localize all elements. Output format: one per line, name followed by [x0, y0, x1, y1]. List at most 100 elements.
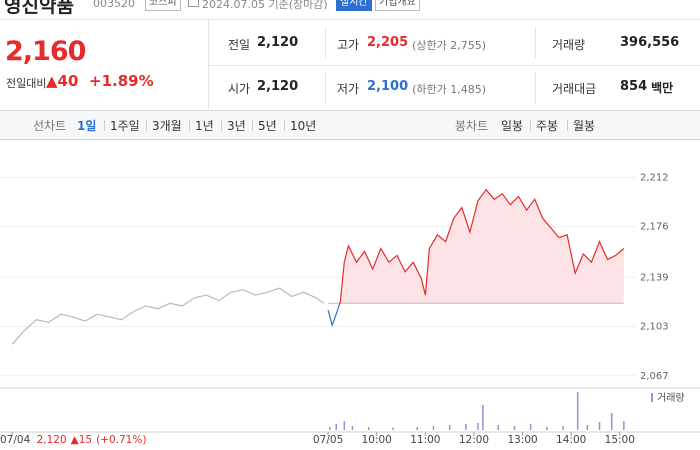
summary-value: 854 — [620, 79, 648, 94]
x-tick-label: 07/05 — [313, 434, 343, 446]
tab-separator — [104, 120, 105, 131]
change-rate: +1.89% — [89, 72, 154, 90]
prev-day-change: ▲15 — [71, 434, 92, 446]
chart: 2,212 2,176 2,139 2,103 2,067 거래량 07/04 2,120 ▲1… — [0, 172, 700, 446]
summary-note: (상한가 2,755) — [412, 39, 487, 52]
volume-bar — [576, 392, 579, 430]
volume-bar — [623, 421, 625, 430]
prev-day-rate: (+0.71%) — [96, 434, 146, 446]
volume-bar — [335, 424, 337, 430]
volume-bar — [586, 425, 589, 430]
volume-bar — [482, 405, 484, 430]
divider — [535, 73, 536, 103]
line-chart-label: 선차트 — [33, 119, 67, 133]
candle-chart-label: 봉차트 — [455, 119, 489, 133]
y-tick-label: 2,139 — [640, 272, 669, 283]
volume-bar — [465, 424, 467, 430]
divider — [325, 73, 326, 103]
summary-value: 396,556 — [620, 35, 680, 50]
period-tab[interactable]: 10년 — [290, 119, 317, 133]
prev-day-close: 2,120 — [37, 434, 67, 446]
summary-label: 거래대금 — [552, 82, 597, 96]
y-tick-label: 2,176 — [640, 222, 669, 233]
summary-label: 고가 — [337, 38, 360, 52]
period-tab[interactable]: 1주일 — [110, 119, 140, 133]
summary-label: 전일 — [228, 38, 251, 52]
tab-separator — [221, 120, 222, 131]
change-label: 전일대비 — [6, 77, 47, 90]
summary-value: 2,120 — [257, 35, 299, 50]
period-tab[interactable]: 1년 — [195, 119, 214, 133]
summary-value: 2,120 — [257, 79, 299, 94]
volume-bar — [416, 427, 418, 430]
period-tab[interactable]: 1일 — [77, 119, 97, 133]
volume-bar — [328, 427, 331, 430]
volume-bar — [432, 426, 435, 430]
divider — [208, 65, 700, 66]
candle-tab[interactable]: 일봉 — [501, 119, 524, 133]
stock-name: 영진약품 — [4, 0, 74, 17]
tab-separator — [189, 120, 190, 131]
volume-bar — [392, 427, 394, 430]
summary-label: 거래량 — [552, 38, 586, 52]
volume-bar — [448, 425, 451, 430]
volume-bar — [598, 422, 601, 430]
divider — [535, 28, 536, 58]
period-tab[interactable]: 3개월 — [152, 119, 182, 133]
date: 2024.07.05 기준(장마감) — [202, 0, 328, 11]
candle-tab[interactable]: 주봉 — [536, 119, 559, 133]
volume-bar — [351, 426, 354, 430]
volume-bar — [497, 425, 500, 430]
current-price: 2,160 — [5, 36, 86, 67]
x-tick-label: 11:00 — [410, 434, 440, 446]
tab-separator — [530, 120, 531, 131]
y-tick-label: 2,067 — [640, 371, 669, 382]
x-tick-label: 07/04 — [0, 434, 31, 446]
volume-bar — [529, 424, 532, 430]
tab-separator — [284, 120, 285, 131]
volume-bar — [513, 426, 516, 430]
volume-bar — [343, 421, 346, 430]
summary-note: (하한가 1,485) — [412, 83, 487, 96]
stock-code: 003520 — [93, 0, 135, 10]
company-info-button[interactable]: 기업개요 — [375, 0, 420, 11]
summary-unit: 백만 — [651, 81, 674, 95]
realtime-badge[interactable]: 실시간 — [336, 0, 372, 11]
calendar-icon — [188, 0, 199, 7]
x-tick-label: 10:00 — [362, 434, 392, 446]
area-fill — [328, 189, 624, 304]
divider — [0, 110, 700, 111]
summary-value: 2,100 — [367, 79, 409, 94]
summary-label: 저가 — [337, 82, 360, 96]
volume-bar — [562, 426, 564, 430]
volume-bar — [546, 427, 548, 430]
x-tick-label: 14:00 — [556, 434, 586, 446]
period-tab[interactable]: 5년 — [258, 119, 277, 133]
volume-legend: 거래량 — [657, 392, 685, 404]
volume-bar — [367, 427, 370, 430]
y-tick-label: 2,103 — [640, 322, 669, 333]
y-tick-label: 2,212 — [640, 172, 669, 183]
period-tab[interactable]: 3년 — [227, 119, 246, 133]
tab-separator — [252, 120, 253, 131]
volume-bar — [477, 423, 479, 430]
candle-tab[interactable]: 월봉 — [573, 119, 596, 133]
price-change: ▲40 — [46, 72, 79, 90]
price-line — [327, 188, 625, 328]
divider — [325, 28, 326, 58]
tab-bar — [0, 111, 700, 139]
tab-separator — [146, 120, 147, 131]
divider — [0, 19, 700, 20]
divider — [0, 139, 700, 140]
summary-value: 2,205 — [367, 35, 409, 50]
x-tick-label: 15:00 — [605, 434, 635, 446]
market-badge: 코스피 — [145, 0, 181, 11]
x-tick-label: 12:00 — [459, 434, 489, 446]
summary-label: 시가 — [228, 82, 251, 96]
volume-legend-swatch — [651, 393, 653, 402]
x-tick-label: 13:00 — [507, 434, 537, 446]
tab-separator — [567, 120, 568, 131]
volume-bar — [610, 413, 613, 430]
